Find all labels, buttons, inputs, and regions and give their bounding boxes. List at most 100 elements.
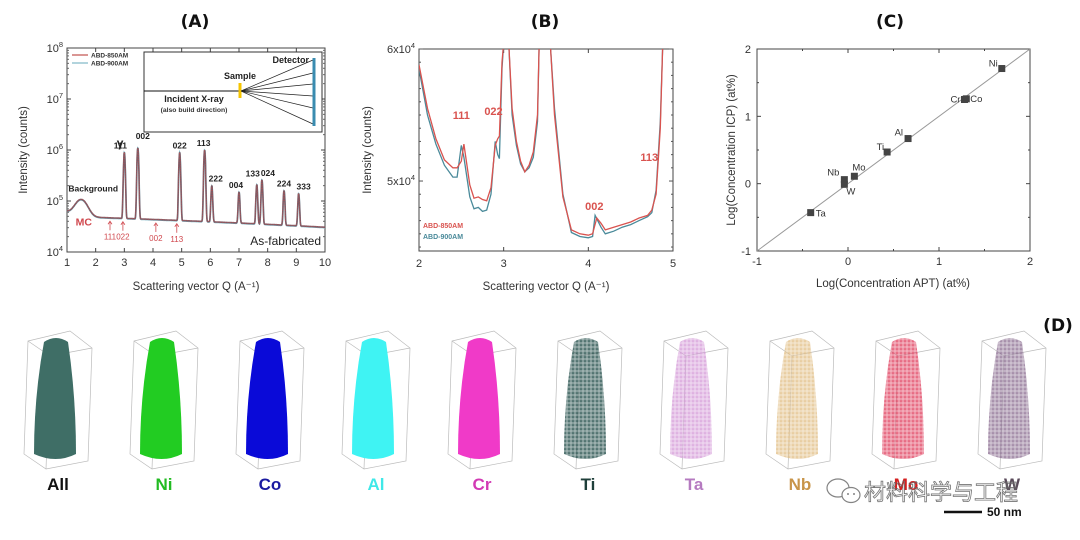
x-tick-label: 2 [93,257,99,269]
ray [240,59,314,92]
ray [240,90,314,109]
reconstruction-ta: Ta [659,330,729,494]
reference-line [756,48,1031,252]
peak-label-004: 004 [229,180,243,190]
x-tick-label: 8 [265,257,271,269]
point-label-ni: Ni [989,59,998,70]
peak-label-111: 111 [114,140,128,150]
point-al [904,135,912,143]
ray [240,90,314,125]
panel-b-frame [418,48,674,252]
reconstruction-ti: Ti [553,330,623,494]
peak-label-133: 133 [246,169,260,179]
inset-diagram: Detector Sample Incident X-ray (also bui… [143,51,323,133]
as-fabricated-label: As-fabricated [250,234,321,248]
panel-a-xlabel: Scattering vector Q (A⁻¹) [133,281,260,293]
element-label-all: All [47,475,69,494]
x-tick-label: 3 [121,257,127,269]
mc-arrowhead [107,220,113,225]
atom-map [882,338,924,459]
reconstruction-cr: Cr [447,330,517,494]
reconstruction-mo: Mo [871,330,941,494]
element-label-cr: Cr [473,475,492,494]
x-tick-label: 5 [670,258,676,270]
reconstruction-ni: Ni [129,330,199,494]
panel-c-xlabel: Log(Concentration APT) (at%) [816,278,970,290]
element-label-ti: Ti [581,475,596,494]
scattered-rays [240,59,314,125]
y-tick-label: 108 [47,40,63,55]
legend-label-900: ABD-900AM [91,61,128,68]
atom-map [776,338,818,459]
mc-peak-label-113: 113 [170,235,183,244]
x-tick-label: 0 [845,256,851,268]
panel-c-chart: -1 0 1 2 -1 0 1 2 Ni Cr Co Al Ti Mo Nb W Ta Log(Concent… [726,44,1033,290]
inset-detector-label: Detector [272,55,309,65]
ray [240,90,314,97]
point-label-nb: Nb [827,168,839,179]
point-label-cr: Cr [950,95,960,106]
reconstruction-co: Co [235,330,305,494]
atom-map [140,338,182,459]
panel-a-chart: 1 2 3 4 5 6 7 8 9 10 104 105 106 107 108 111 002 022 113 2… [18,40,331,293]
point-co [962,95,970,103]
atom-map [34,338,76,459]
x-tick-label: 10 [319,257,331,269]
mc-arrowhead [120,220,126,225]
y-tick-label: 107 [47,91,63,106]
y-tick-label: 6x104 [387,41,415,56]
legend-label-850: ABD-850AM [91,53,128,60]
background-label: Background [68,183,118,193]
y-tick-label: 105 [47,193,63,208]
x-tick-label: 6 [207,257,213,269]
atom-map [246,338,288,459]
ray [240,83,314,92]
b-peak-label-022: 022 [484,106,502,118]
panel-d-reconstructions: All Ni Co Al Cr Ti Ta Nb Mo W [23,330,1047,494]
x-tick-label: 2 [416,258,422,270]
x-tick-label: 9 [293,257,299,269]
reconstruction-all: All [23,330,93,494]
inset-incident-note: (also build direction) [161,107,228,114]
peak-label-002: 002 [136,131,150,141]
point-ni [998,65,1006,73]
x-tick-label: -1 [752,256,762,268]
panel-b-ylabel: Intensity (counts) [362,106,374,194]
series-abd-900am [419,49,664,239]
sample-marker [238,83,242,98]
element-label-w: W [1004,475,1021,494]
panel-c-ylabel: Log(Concentration ICP) (at%) [726,74,738,226]
panel-b-title: (B) [531,12,560,32]
b-peak-label-111: 111 [453,110,470,122]
y-tick-label: 0 [745,179,751,191]
point-label-al: Al [895,128,903,139]
mc-peak-label-022: 022 [116,233,130,242]
panel-c-title: (C) [876,12,904,32]
panel-b-xlabel: Scattering vector Q (A⁻¹) [483,281,610,293]
atom-map [988,338,1030,459]
panel-b-legend-850: ABD-850AM [423,223,463,230]
panel-b-chart: 2 3 4 5 5x104 6x104 111 022 002 113 ABD-850AM AB… [362,41,676,293]
point-ta [807,209,815,217]
point-label-mo: Mo [852,162,865,173]
inset-sample-label: Sample [224,71,256,81]
wechat-icon [826,478,861,504]
mc-peak-label-111: 111 [104,232,117,241]
scale-bar-label: 50 nm [987,505,1022,519]
x-tick-label: 3 [501,258,507,270]
mc-label: MC [76,217,93,229]
x-tick-label: 1 [64,257,70,269]
inset-incident-label: Incident X-ray [164,94,224,104]
detector-bar [312,58,316,126]
point-label-w: W [846,186,855,197]
x-tick-label: 5 [179,257,185,269]
reconstruction-w: W [977,330,1047,494]
series-abd-850am [419,49,664,236]
watermark-text: 材料科学与工程 [864,480,1018,505]
x-tick-label: 2 [1027,256,1033,268]
atom-map [352,338,394,459]
mc-arrowhead [174,223,180,227]
point-nb [840,176,848,184]
x-tick-label: 7 [236,257,242,269]
element-label-ta: Ta [685,475,704,494]
